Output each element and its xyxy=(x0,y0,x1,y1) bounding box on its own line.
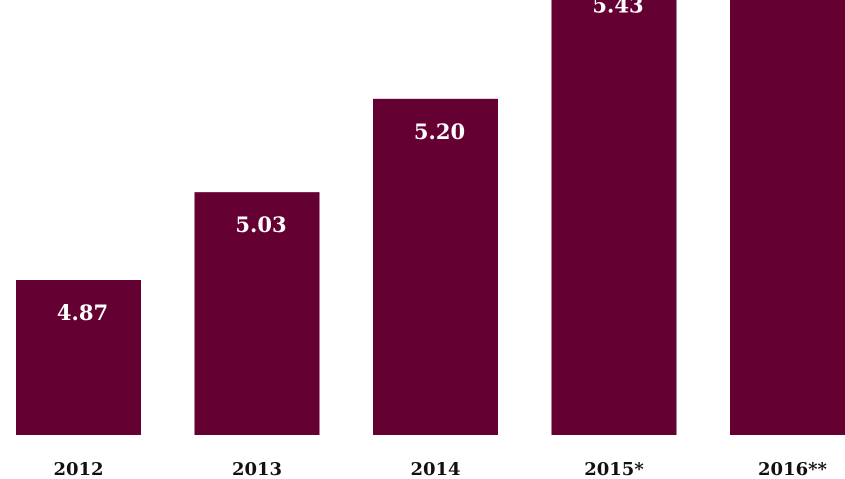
bars-group xyxy=(16,0,845,436)
bar-2012 xyxy=(16,280,141,435)
category-label: 2013 xyxy=(232,459,282,479)
bar-2014 xyxy=(373,98,498,435)
value-label: 5.43 xyxy=(592,0,643,18)
value-label: 5.20 xyxy=(414,119,465,144)
category-labels-group: 2012 2013 2014 2015* 2016** xyxy=(53,459,827,479)
value-labels-group: 4.875.035.205.435.66 xyxy=(57,0,644,325)
value-label: 5.03 xyxy=(235,212,286,237)
bar-2013 xyxy=(194,192,320,435)
value-label: 4.87 xyxy=(57,300,108,325)
bar-2015 xyxy=(551,0,677,436)
bar-2016 xyxy=(730,0,845,436)
category-label: 2012 xyxy=(53,459,103,479)
category-label: 2015* xyxy=(584,459,644,479)
category-label: 2014 xyxy=(410,459,460,479)
category-label: 2016** xyxy=(758,459,828,479)
